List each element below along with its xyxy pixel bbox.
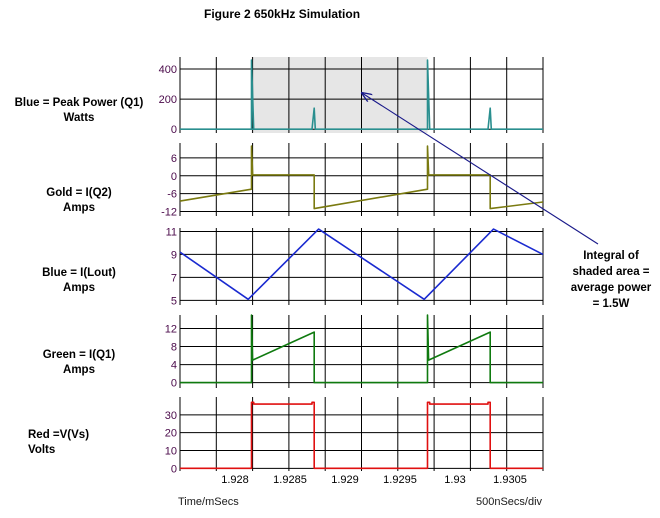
series-line-iq2 (179, 145, 544, 210)
panel-iq2: -12 -6 0 6 (161, 143, 544, 219)
panel-label-power: Blue = Peak Power (Q1) Watts (4, 96, 154, 126)
y-tick-label: -12 (161, 207, 177, 219)
integral-annotation-line1: Integral of (583, 250, 639, 262)
x-tick-label: 1.93 (444, 474, 465, 486)
panel-label-iq1: Green = I(Q1) Amps (4, 348, 154, 378)
x-tick-label: 1.9305 (493, 474, 527, 486)
integral-annotation-line2: shaded area = (572, 266, 650, 278)
panel-label-ilout-line1: Blue = I(Lout) (42, 267, 116, 279)
y-tick-label: 6 (171, 153, 177, 165)
panel-label-ilout-line2: Amps (63, 282, 95, 294)
y-tick-label: 8 (171, 342, 177, 354)
timebase-label: 500nSecs/div (476, 496, 543, 508)
panel-label-vs: Red =V(Vs) Volts (28, 428, 108, 458)
y-tick-label: 400 (159, 64, 177, 76)
x-tick-label: 1.9295 (383, 474, 417, 486)
integral-annotation: Integral of shaded area = average power … (562, 248, 660, 312)
panel-label-vs-line1: Red =V(Vs) (28, 429, 90, 441)
integral-annotation-line3: average power (570, 282, 652, 294)
y-tick-label: 0 (171, 378, 177, 390)
y-tick-label: 10 (165, 445, 177, 457)
panel-power: 0 200 400 (159, 57, 544, 136)
shaded-area (251, 57, 428, 133)
y-tick-label: 5 (171, 295, 177, 307)
series-line-ilout (179, 228, 544, 301)
series-line-vs (180, 401, 543, 470)
x-unit-label: Time/mSecs (178, 496, 239, 508)
y-tick-label: 9 (171, 249, 177, 261)
y-tick-label: 0 (171, 463, 177, 475)
y-tick-label: 11 (166, 226, 177, 238)
y-tick-label: 12 (165, 324, 177, 336)
y-tick-label: -6 (167, 189, 177, 201)
panel-label-ilout: Blue = I(Lout) Amps (4, 266, 154, 296)
series-line-iq1 (180, 314, 543, 384)
y-tick-label: 20 (165, 428, 177, 440)
panel-label-iq2: Gold = I(Q2) Amps (4, 186, 154, 216)
annotation-arrow (362, 93, 599, 245)
y-tick-label: 30 (165, 410, 177, 422)
y-tick-label: 0 (171, 171, 177, 183)
y-tick-label: 200 (159, 94, 177, 106)
panel-label-power-line2: Watts (63, 112, 95, 124)
y-tick-label: 4 (171, 360, 177, 372)
panel-label-iq2-line1: Gold = I(Q2) (46, 187, 112, 199)
integral-annotation-line4: = 1.5W (592, 298, 630, 310)
x-tick-label: 1.9285 (273, 474, 307, 486)
figure-title: Figure 2 650kHz Simulation (204, 7, 361, 21)
panel-label-iq1-line2: Amps (63, 364, 95, 376)
panel-label-iq2-line2: Amps (63, 202, 95, 214)
panel-label-power-line1: Blue = Peak Power (Q1) (14, 97, 144, 109)
y-tick-label: 0 (171, 124, 177, 136)
panel-label-vs-line2: Volts (28, 444, 56, 456)
series-line-power (180, 59, 543, 130)
panel-ilout: 5 7 9 11 (166, 226, 544, 307)
panel-vs: 0 10 20 30 1.928 1.9285 1.929 1.9295 1.93 1.9305 (165, 397, 544, 486)
y-tick-label: 7 (171, 272, 177, 284)
x-tick-label: 1.929 (331, 474, 359, 486)
panel-label-iq1-line1: Green = I(Q1) (42, 349, 116, 361)
panel-iq1: 0 4 8 12 (165, 314, 544, 390)
x-tick-label: 1.928 (221, 474, 249, 486)
